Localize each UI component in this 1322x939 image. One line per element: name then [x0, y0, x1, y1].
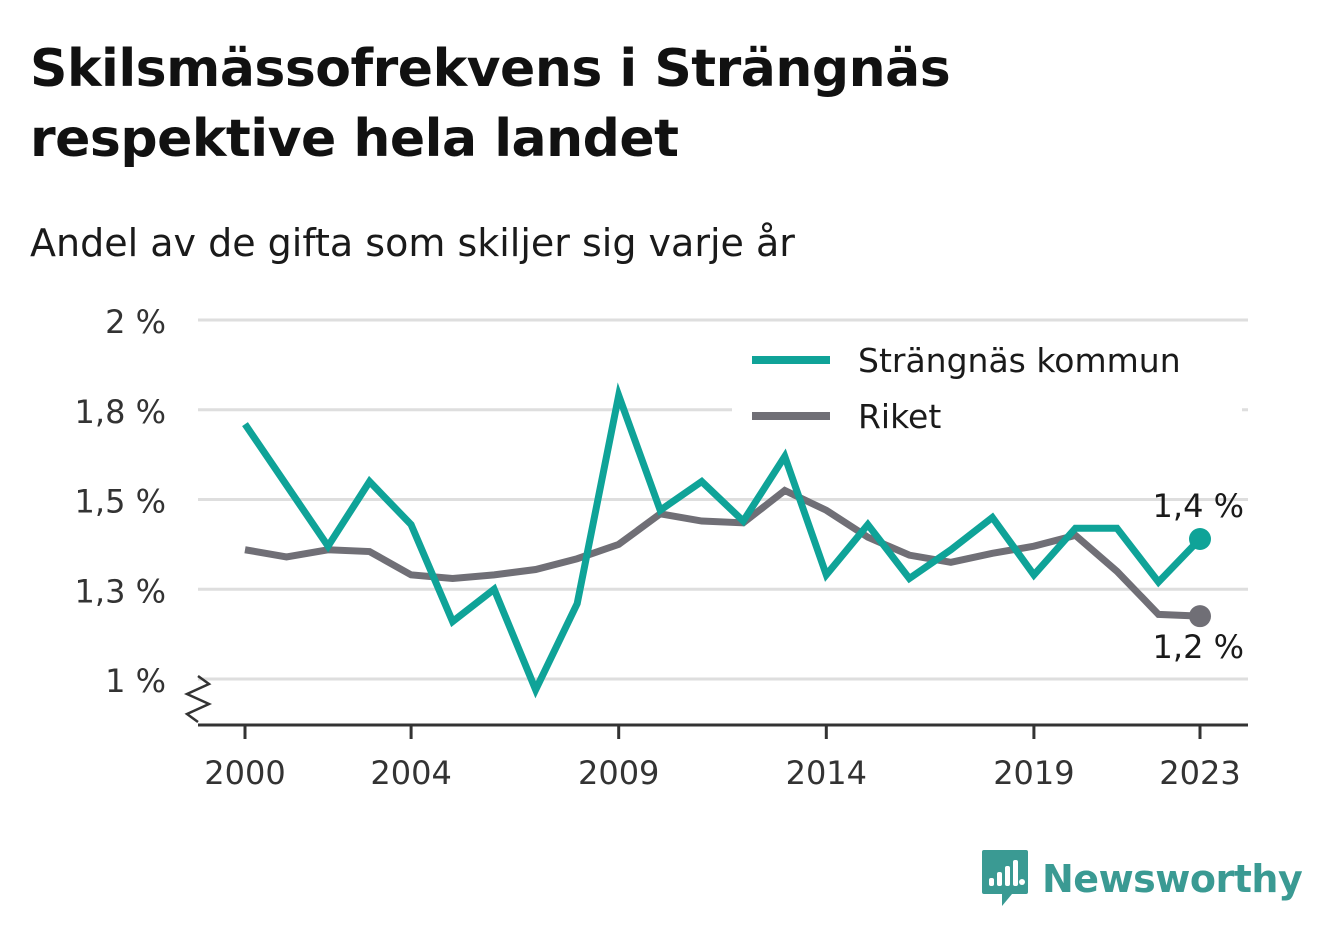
series-line-riket	[244, 486, 1201, 620]
x-tick-label: 2023	[1159, 754, 1240, 792]
y-tick-label: 1,5 %	[75, 483, 166, 521]
chart-title: Skilsmässofrekvens i Strängnäs respektiv…	[30, 39, 951, 169]
x-tick-label: 2014	[786, 754, 867, 792]
end-marker-strangnas	[1189, 527, 1211, 550]
chart-subtitle: Andel av de gifta som skiljer sig varje …	[30, 221, 795, 265]
legend-label-strangnas: Strängnäs kommun	[858, 341, 1181, 380]
bar-chart-logo-icon	[982, 850, 1028, 906]
x-tick-label: 2004	[370, 754, 451, 792]
x-tick-label: 2009	[578, 754, 659, 792]
x-tick-label: 2019	[993, 754, 1074, 792]
legend-label-riket: Riket	[858, 397, 941, 436]
y-axis-tick-labels: 1 % 1,3 % 1,5 % 1,8 % 2 %	[75, 303, 166, 700]
end-label-riket: 1,2 %	[1153, 628, 1244, 666]
y-tick-label: 2 %	[105, 303, 166, 341]
series-lines	[242, 382, 1203, 699]
x-axis	[183, 674, 1248, 727]
series-line-strangnas	[242, 382, 1203, 699]
y-tick-label: 1,8 %	[75, 393, 166, 431]
legend: Strängnäs kommun Riket	[732, 338, 1242, 438]
x-tick-label: 2000	[204, 754, 285, 792]
newsworthy-logo: Newsworthy	[980, 848, 1303, 910]
series-end-markers: 1,4 % 1,2 %	[1153, 487, 1244, 666]
logo-text: Newsworthy	[1042, 857, 1303, 901]
x-axis-tick-labels: 2000 2004 2009 2014 2019 2023	[204, 725, 1241, 792]
end-label-strangnas: 1,4 %	[1153, 487, 1244, 525]
end-marker-riket	[1189, 605, 1211, 628]
y-tick-label: 1 %	[105, 662, 166, 700]
y-tick-label: 1,3 %	[75, 572, 166, 610]
axis-break-zigzag	[183, 674, 213, 724]
